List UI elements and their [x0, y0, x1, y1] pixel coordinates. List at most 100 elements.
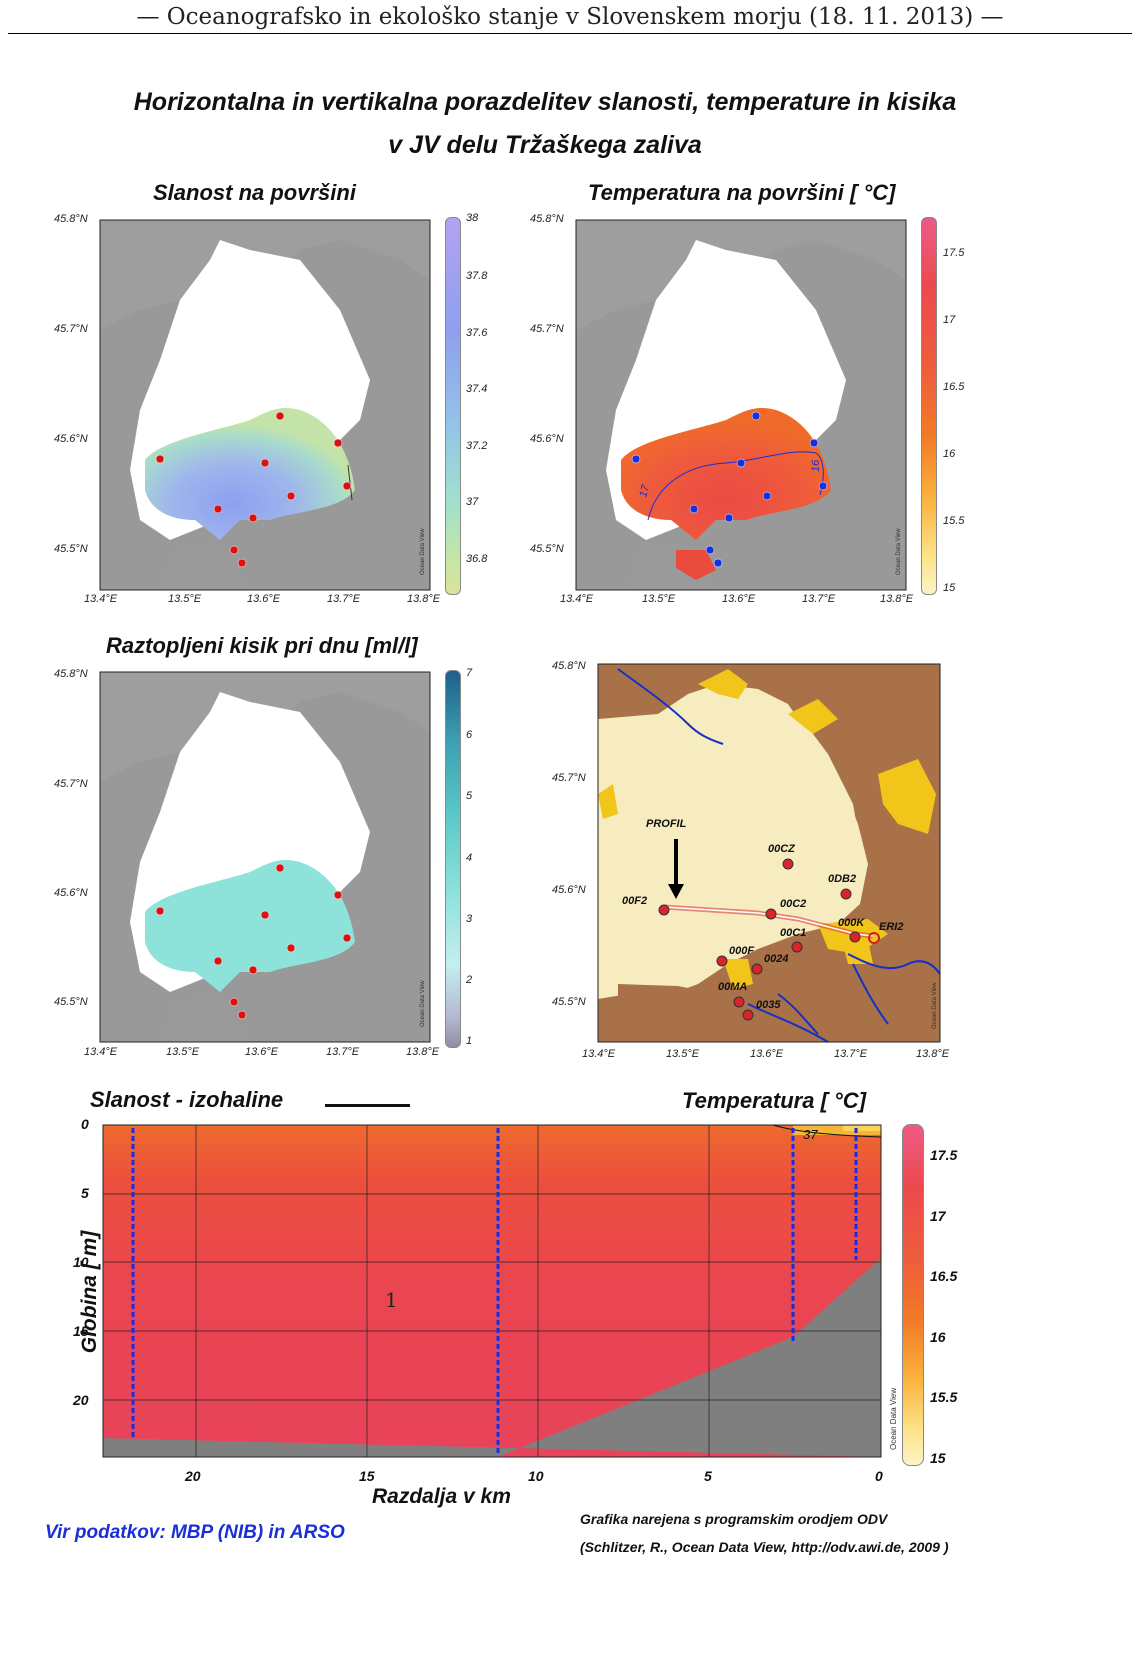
station-marker	[791, 941, 803, 953]
x-tick: 10	[528, 1468, 544, 1484]
odv-watermark: Ocean Data View	[889, 1388, 898, 1450]
odv-watermark: Ocean Data View	[420, 980, 426, 1027]
station-map: PROFIL 00CZ 0DB2 00F2 00C2 000K ERI2 00C…	[597, 663, 941, 1043]
lat-label: 45.8°N	[530, 213, 564, 225]
lon-label: 13.6°E	[245, 1046, 279, 1058]
salinity-panel-title: Slanost na površini	[153, 180, 356, 205]
temperature-stations	[631, 411, 828, 568]
station-marker	[733, 996, 745, 1008]
station-label: 000K	[838, 917, 865, 929]
station-dot	[248, 513, 258, 523]
station-label: 00MA	[718, 981, 747, 993]
lat-label: 45.7°N	[54, 323, 88, 335]
isohaline-label: 37	[803, 1127, 818, 1142]
colorbar-tick: 15.5	[930, 1389, 958, 1405]
urban-areas	[598, 669, 936, 989]
colorbar-tick: 36.8	[466, 553, 488, 565]
lon-label: 13.7°E	[326, 1046, 360, 1058]
station-marker	[658, 904, 670, 916]
lon-label: 13.8°E	[407, 593, 441, 605]
section-ylabel: Globina [ m]	[78, 1230, 101, 1354]
station-dot	[248, 965, 258, 975]
colorbar-tick: 6	[466, 729, 473, 741]
station-dot	[229, 997, 239, 1007]
station-marker	[782, 858, 794, 870]
salinity-colorbar	[445, 217, 461, 595]
isohaline-legend-line	[325, 1104, 410, 1107]
y-tick: 20	[73, 1392, 89, 1408]
figure-title-line1: Horizontalna in vertikalna porazdelitev …	[133, 88, 957, 116]
colorbar-tick: 16.5	[930, 1268, 958, 1284]
station-dot	[736, 458, 746, 468]
colorbar-tick: 17.5	[930, 1147, 958, 1163]
station-dot	[213, 504, 223, 514]
credit-line1: Grafika narejena s programskim orodjem O…	[580, 1511, 888, 1527]
odv-watermark: Ocean Data View	[420, 528, 426, 575]
station-marker	[849, 931, 861, 943]
temperature-colorbar	[921, 217, 937, 595]
odv-watermark: Ocean Data View	[896, 528, 902, 575]
lon-label: 13.5°E	[666, 1048, 700, 1060]
section-xlabel: Razdalja v km	[372, 1485, 511, 1508]
temperature-panel-title: Temperatura na površini [ °C]	[588, 180, 896, 205]
lon-label: 13.4°E	[84, 1046, 118, 1058]
station-dot	[286, 943, 296, 953]
station-dot	[342, 481, 352, 491]
running-header: — Oceanografsko in ekološko stanje v Slo…	[136, 4, 1004, 30]
station-dot	[333, 438, 343, 448]
station-label: 00CZ	[768, 843, 796, 855]
station-dot	[342, 933, 352, 943]
colorbar-tick: 15	[930, 1450, 946, 1466]
station-dot	[724, 513, 734, 523]
center-mark: 1	[385, 1288, 398, 1312]
lon-label: 13.7°E	[834, 1048, 868, 1060]
station-dot	[333, 890, 343, 900]
colorbar-tick: 37.8	[466, 270, 488, 282]
station-dot	[286, 491, 296, 501]
colorbar-tick: 4	[466, 852, 473, 864]
colorbar-tick: 37.6	[466, 327, 488, 339]
seabed	[103, 1258, 881, 1457]
lat-label: 45.6°N	[530, 433, 564, 445]
station-dot	[260, 458, 270, 468]
section-title-right: Temperatura [ °C]	[682, 1088, 867, 1113]
station-dot	[237, 1010, 247, 1020]
lon-label: 13.7°E	[327, 593, 361, 605]
station-marker	[716, 955, 728, 967]
section-colorbar	[902, 1124, 924, 1466]
x-tick: 20	[185, 1468, 201, 1484]
temperature-map: 17 16 Ocean Data View	[575, 219, 907, 591]
contour-label: 16	[810, 459, 822, 472]
station-dot	[237, 558, 247, 568]
station-marker	[765, 908, 777, 920]
lon-label: 13.4°E	[560, 593, 594, 605]
section-plot: 37 1 Ocean Data View	[102, 1124, 898, 1458]
station-dot	[762, 491, 772, 501]
lon-label: 13.4°E	[582, 1048, 616, 1060]
lon-label: 13.6°E	[722, 593, 756, 605]
lat-label: 45.6°N	[54, 433, 88, 445]
colorbar-tick: 15.5	[943, 515, 965, 527]
station-label: ERI2	[879, 921, 903, 933]
colorbar-tick: 1	[466, 1035, 473, 1047]
lat-label: 45.7°N	[54, 778, 88, 790]
station-dot	[809, 438, 819, 448]
lon-label: 13.6°E	[247, 593, 281, 605]
colorbar-tick: 37	[466, 496, 479, 508]
lat-label: 45.5°N	[54, 543, 88, 555]
rivers	[617, 668, 941, 1043]
header-rule	[8, 33, 1132, 34]
colorbar-tick: 3	[466, 913, 473, 925]
colorbar-tick: 37.4	[466, 383, 488, 395]
lat-label: 45.8°N	[552, 660, 586, 672]
lon-label: 13.4°E	[84, 593, 118, 605]
lon-label: 13.7°E	[802, 593, 836, 605]
colorbar-tick: 17	[930, 1208, 946, 1224]
x-tick: 0	[875, 1468, 883, 1484]
station-label: 000F	[729, 945, 754, 957]
lat-label: 45.7°N	[530, 323, 564, 335]
salinity-map: Ocean Data View	[99, 219, 431, 591]
colorbar-tick: 16	[930, 1329, 946, 1345]
station-dot	[213, 956, 223, 966]
station-dot	[751, 411, 761, 421]
